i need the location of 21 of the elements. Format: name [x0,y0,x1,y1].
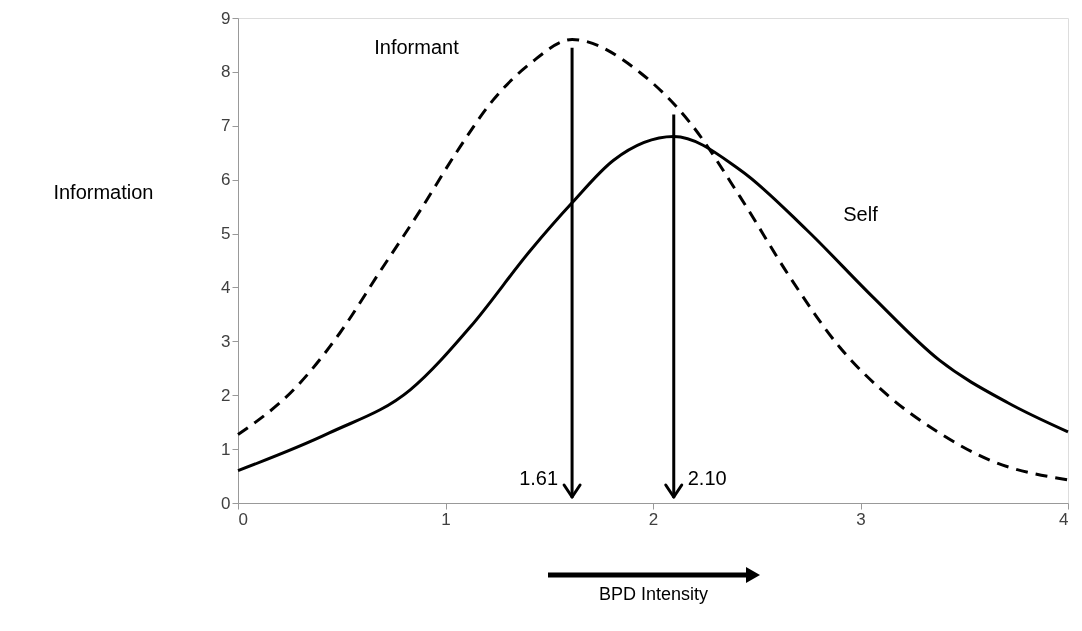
y-tick-label: 4 [221,277,231,297]
y-tick-label: 5 [221,224,231,244]
y-tick-label: 3 [221,331,231,351]
x-axis-title: BPD Intensity [598,583,709,604]
y-tick-label: 7 [221,116,231,136]
text: Informant [374,35,460,58]
y-tick-label: 8 [221,62,231,82]
y-axis-title: Information [53,181,154,203]
x-tick-label: 1 [441,509,451,529]
y-tick-label: 0 [221,493,231,513]
x-tick-label: 0 [238,509,248,529]
y-tick-label: 6 [221,170,231,190]
y-tick-label: 9 [221,8,231,28]
ref-line-label: 1.61 [519,467,559,489]
x-tick-label: 2 [648,509,659,529]
ref-line-label: 2.10 [687,467,727,489]
y-tick-label: 1 [221,439,231,459]
series-label: Self [843,202,879,225]
x-tick-label: 3 [856,509,866,529]
x-tick-label: 4 [1059,509,1069,529]
y-tick-label: 2 [221,385,231,405]
